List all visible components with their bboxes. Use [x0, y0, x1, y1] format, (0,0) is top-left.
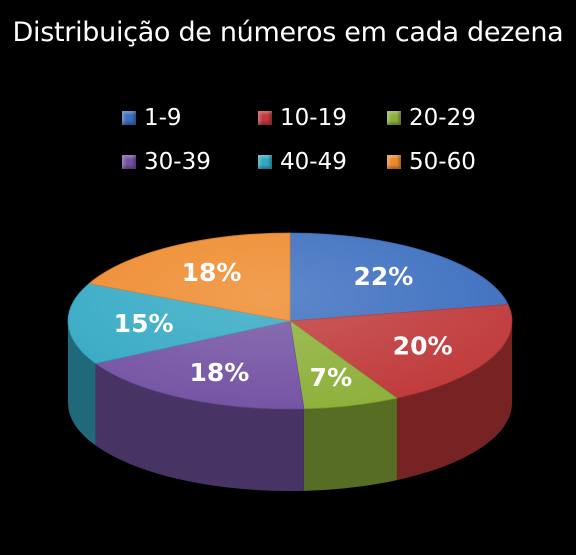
legend-swatch — [258, 155, 272, 169]
data-label-20-29: 7% — [310, 363, 352, 392]
legend-label: 1-9 — [144, 105, 182, 131]
data-label-30-39: 18% — [189, 358, 249, 387]
legend-swatch — [122, 155, 136, 169]
legend-label: 50-60 — [409, 149, 476, 175]
legend-swatch — [387, 155, 401, 169]
chart-title-text: Distribuição de números em cada dezena — [12, 17, 564, 48]
data-label-10-19: 20% — [393, 332, 453, 361]
data-label-1-9: 22% — [353, 262, 413, 291]
legend-item-40-49: 40-49 — [258, 147, 347, 177]
legend-item-20-29: 20-29 — [387, 103, 476, 133]
legend: 1-9 10-19 20-29 30-39 40-49 50-60 — [0, 103, 576, 183]
pie-side-20-29 — [303, 398, 397, 491]
legend-swatch — [258, 111, 272, 125]
legend-item-30-39: 30-39 — [122, 147, 211, 177]
legend-label: 20-29 — [409, 105, 476, 131]
data-label-50-60: 18% — [182, 258, 242, 287]
legend-item-10-19: 10-19 — [258, 103, 347, 133]
legend-item-50-60: 50-60 — [387, 147, 476, 177]
legend-label: 40-49 — [280, 149, 347, 175]
legend-item-1-9: 1-9 — [122, 103, 182, 133]
chart-title: Distribuição de números em cada dezena — [0, 14, 576, 52]
legend-label: 10-19 — [280, 105, 347, 131]
legend-swatch — [122, 111, 136, 125]
legend-label: 30-39 — [144, 149, 211, 175]
legend-swatch — [387, 111, 401, 125]
data-label-40-49: 15% — [114, 309, 174, 338]
